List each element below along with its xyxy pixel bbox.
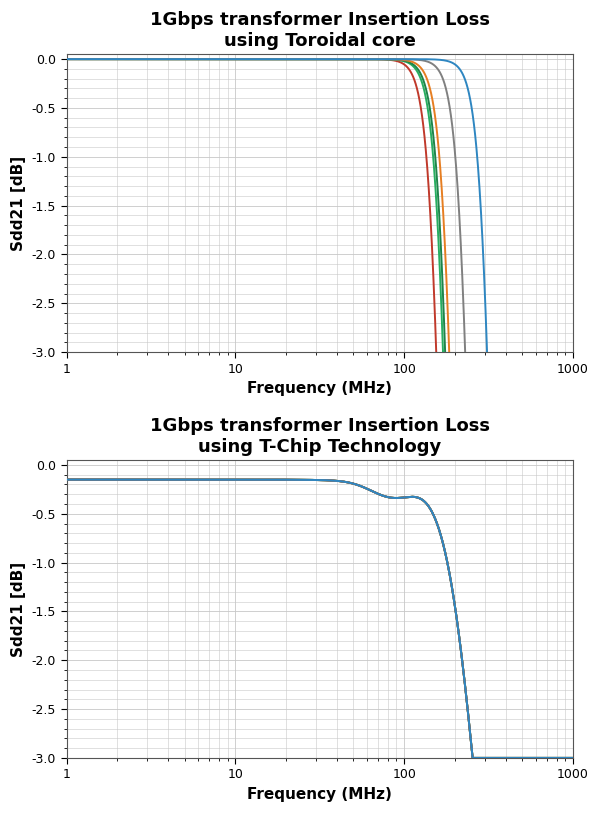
Y-axis label: Sdd21 [dB]: Sdd21 [dB] — [11, 562, 26, 657]
X-axis label: Frequency (MHz): Frequency (MHz) — [247, 381, 392, 396]
X-axis label: Frequency (MHz): Frequency (MHz) — [247, 787, 392, 802]
Y-axis label: Sdd21 [dB]: Sdd21 [dB] — [11, 155, 26, 250]
Title: 1Gbps transformer Insertion Loss
using Toroidal core: 1Gbps transformer Insertion Loss using T… — [150, 11, 490, 50]
Title: 1Gbps transformer Insertion Loss
using T-Chip Technology: 1Gbps transformer Insertion Loss using T… — [150, 417, 490, 456]
